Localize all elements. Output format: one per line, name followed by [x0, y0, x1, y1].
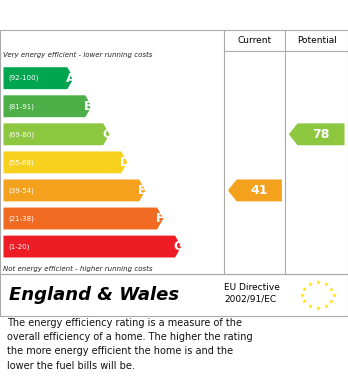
Text: (39-54): (39-54) [9, 187, 34, 194]
Text: A: A [66, 72, 76, 85]
Text: 78: 78 [313, 128, 330, 141]
Polygon shape [3, 236, 181, 258]
Text: Not energy efficient - higher running costs: Not energy efficient - higher running co… [3, 266, 153, 272]
Polygon shape [3, 151, 127, 173]
Polygon shape [3, 124, 110, 145]
Text: D: D [119, 156, 130, 169]
Text: E: E [139, 184, 147, 197]
Text: EU Directive
2002/91/EC: EU Directive 2002/91/EC [224, 283, 280, 303]
Text: C: C [102, 128, 111, 141]
Polygon shape [3, 95, 92, 117]
Text: F: F [156, 212, 165, 225]
Text: Very energy efficient - lower running costs: Very energy efficient - lower running co… [3, 52, 153, 58]
Text: (21-38): (21-38) [9, 215, 34, 222]
Text: (92-100): (92-100) [9, 75, 39, 81]
Text: (1-20): (1-20) [9, 243, 30, 250]
Text: England & Wales: England & Wales [9, 286, 179, 304]
Text: B: B [84, 100, 94, 113]
Text: Current: Current [238, 36, 272, 45]
Text: G: G [173, 240, 184, 253]
Text: (69-80): (69-80) [9, 131, 35, 138]
Polygon shape [289, 124, 345, 145]
Text: Energy Efficiency Rating: Energy Efficiency Rating [9, 7, 219, 23]
Polygon shape [3, 208, 164, 230]
Polygon shape [3, 179, 145, 201]
Text: (55-68): (55-68) [9, 159, 34, 166]
Text: 41: 41 [251, 184, 268, 197]
Text: Potential: Potential [297, 36, 337, 45]
Text: (81-91): (81-91) [9, 103, 35, 109]
Polygon shape [228, 179, 282, 201]
Polygon shape [3, 67, 74, 89]
Text: The energy efficiency rating is a measure of the
overall efficiency of a home. T: The energy efficiency rating is a measur… [7, 317, 253, 371]
